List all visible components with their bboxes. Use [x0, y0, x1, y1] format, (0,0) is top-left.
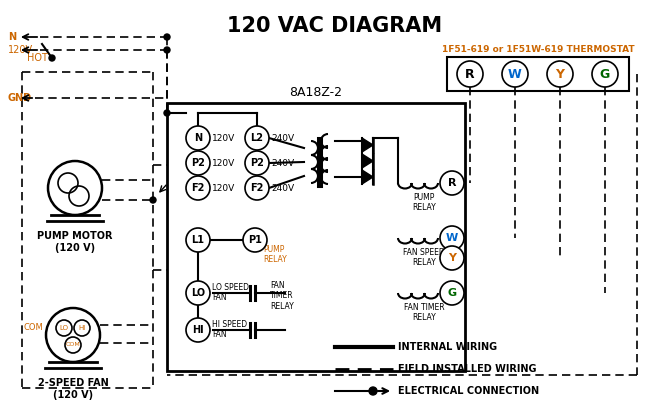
Circle shape: [243, 228, 267, 252]
Text: 120V: 120V: [212, 134, 235, 142]
Text: W: W: [508, 67, 522, 80]
Circle shape: [547, 61, 573, 87]
Text: PUMP MOTOR
(120 V): PUMP MOTOR (120 V): [38, 231, 113, 253]
Text: HI SPEED
FAN: HI SPEED FAN: [212, 320, 247, 339]
Text: 8A18Z-2: 8A18Z-2: [289, 86, 342, 99]
Circle shape: [245, 176, 269, 200]
Circle shape: [164, 34, 170, 40]
Text: INTERNAL WIRING: INTERNAL WIRING: [398, 342, 497, 352]
Text: W: W: [446, 233, 458, 243]
Text: 120V: 120V: [212, 184, 235, 192]
Text: COM: COM: [23, 323, 43, 333]
Text: 120V: 120V: [8, 45, 33, 55]
Text: FAN
TIMER
RELAY: FAN TIMER RELAY: [270, 281, 293, 311]
Text: 120 VAC DIAGRAM: 120 VAC DIAGRAM: [227, 16, 443, 36]
Bar: [167, 103, 465, 371]
Text: 240V: 240V: [271, 184, 294, 192]
Text: LO: LO: [191, 288, 205, 298]
Text: Y: Y: [555, 67, 565, 80]
Text: N: N: [8, 32, 16, 42]
Circle shape: [186, 281, 210, 305]
Text: HOT: HOT: [27, 53, 48, 63]
Text: R: R: [448, 178, 456, 188]
Bar: [447, 57, 629, 91]
Text: 1F51-619 or 1F51W-619 THERMOSTAT: 1F51-619 or 1F51W-619 THERMOSTAT: [442, 45, 634, 54]
Text: LO SPEED
FAN: LO SPEED FAN: [212, 283, 249, 303]
Text: N: N: [194, 133, 202, 143]
Text: 2-SPEED FAN
(120 V): 2-SPEED FAN (120 V): [38, 378, 109, 400]
Text: 120V: 120V: [212, 158, 235, 168]
Text: P2: P2: [191, 158, 205, 168]
Text: COM: COM: [66, 342, 80, 347]
Circle shape: [440, 171, 464, 195]
Circle shape: [49, 55, 55, 61]
Text: F2: F2: [251, 183, 264, 193]
Text: L1: L1: [192, 235, 204, 245]
Circle shape: [150, 197, 156, 203]
Text: 240V: 240V: [271, 134, 294, 142]
Polygon shape: [362, 170, 373, 184]
Text: Y: Y: [448, 253, 456, 263]
Circle shape: [186, 228, 210, 252]
Circle shape: [186, 176, 210, 200]
Text: ELECTRICAL CONNECTION: ELECTRICAL CONNECTION: [398, 386, 539, 396]
Circle shape: [186, 126, 210, 150]
Circle shape: [502, 61, 528, 87]
Text: P1: P1: [248, 235, 262, 245]
Text: PUMP
RELAY: PUMP RELAY: [412, 193, 436, 212]
Text: FIELD INSTALLED WIRING: FIELD INSTALLED WIRING: [398, 364, 537, 374]
Text: P2: P2: [250, 158, 264, 168]
Circle shape: [440, 281, 464, 305]
Circle shape: [440, 226, 464, 250]
Text: FAN TIMER
RELAY: FAN TIMER RELAY: [404, 303, 444, 322]
Text: HI: HI: [192, 325, 204, 335]
Text: 240V: 240V: [271, 158, 294, 168]
Circle shape: [440, 246, 464, 270]
Circle shape: [186, 151, 210, 175]
Circle shape: [164, 110, 170, 116]
Text: L2: L2: [251, 133, 263, 143]
Polygon shape: [362, 138, 373, 152]
Text: LO: LO: [60, 325, 68, 331]
Text: G: G: [600, 67, 610, 80]
Circle shape: [164, 47, 170, 53]
Polygon shape: [362, 154, 373, 168]
Text: FAN SPEED
RELAY: FAN SPEED RELAY: [403, 248, 445, 267]
Text: F2: F2: [192, 183, 205, 193]
Text: R: R: [465, 67, 475, 80]
Text: GND: GND: [8, 93, 32, 103]
Circle shape: [592, 61, 618, 87]
Circle shape: [457, 61, 483, 87]
Circle shape: [369, 387, 377, 395]
Circle shape: [186, 318, 210, 342]
Circle shape: [245, 126, 269, 150]
Text: G: G: [448, 288, 456, 298]
Text: HI: HI: [78, 325, 86, 331]
Text: PUMP
RELAY: PUMP RELAY: [263, 245, 287, 264]
Circle shape: [245, 151, 269, 175]
